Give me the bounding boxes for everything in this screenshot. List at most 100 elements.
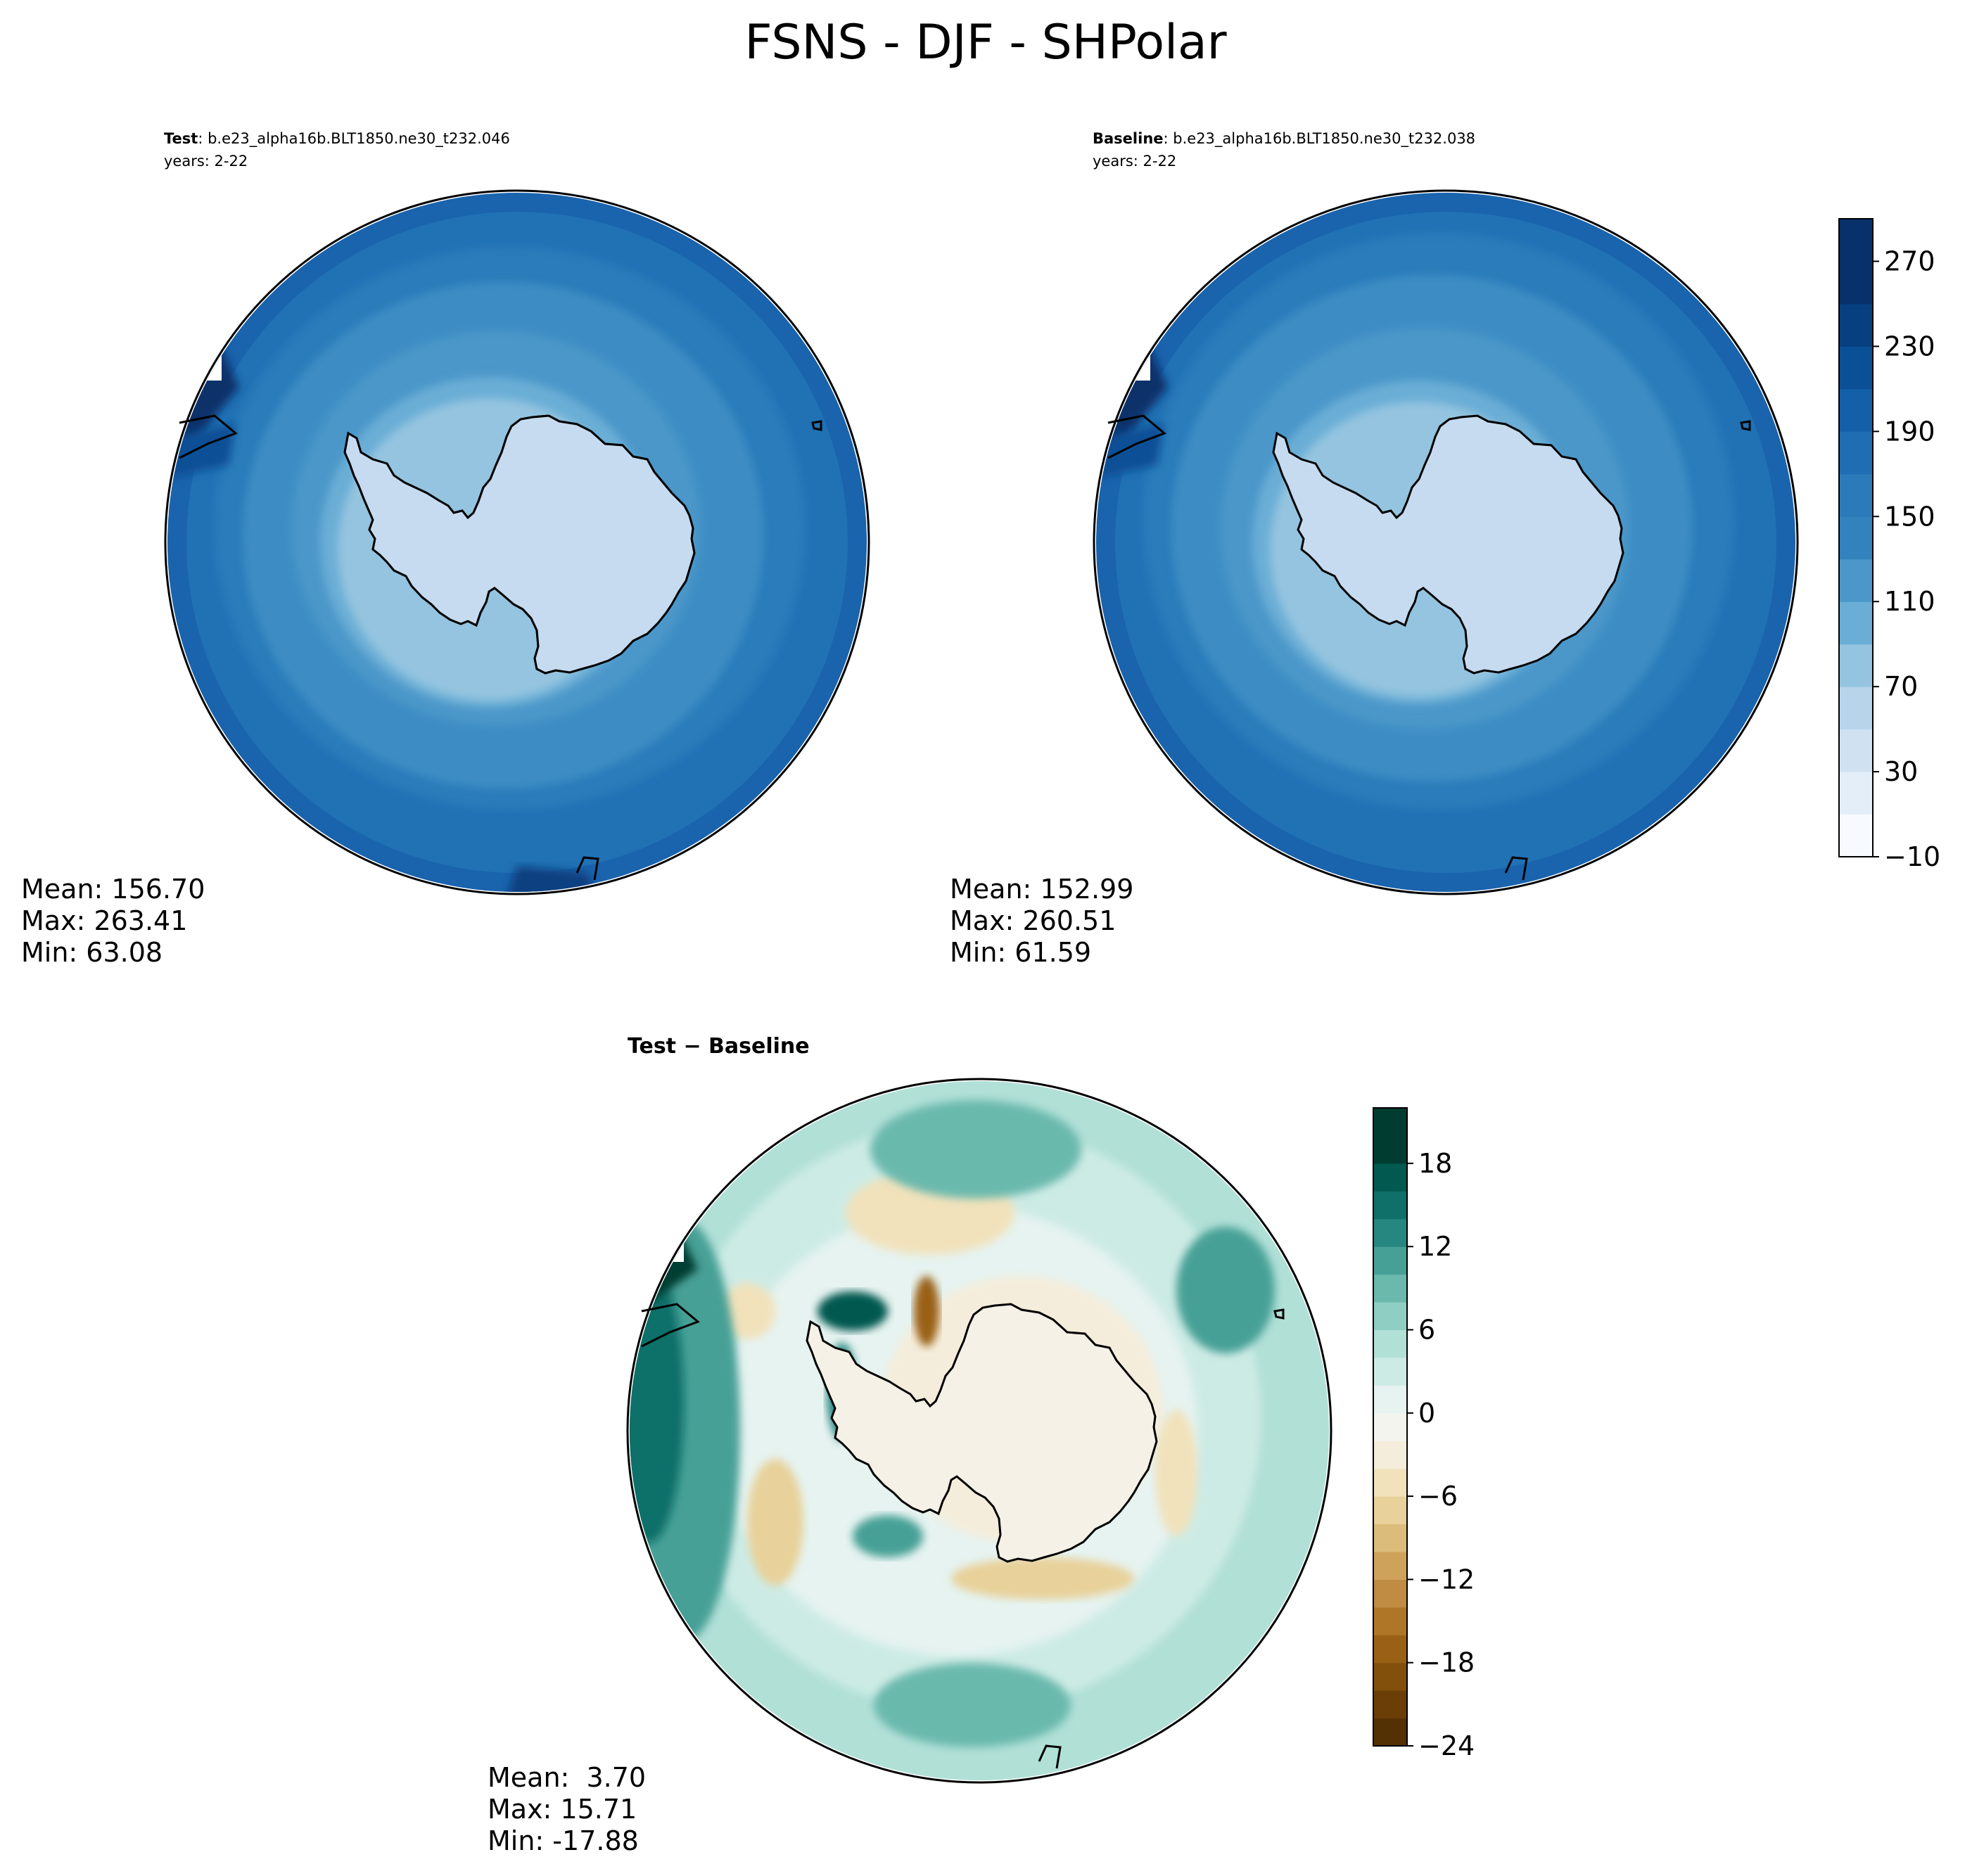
south-america-coast <box>1107 414 1166 459</box>
colorbar-segment <box>1839 346 1873 390</box>
panel-baseline-mean: Mean: 152.99 <box>950 874 1133 905</box>
colorbar-segment <box>1839 516 1873 560</box>
colorbar-segment <box>1839 431 1873 475</box>
island-coast <box>1273 1308 1285 1320</box>
island-coast <box>811 420 822 431</box>
antarctica-coast <box>343 414 696 675</box>
panel-test-map <box>164 189 870 895</box>
colorbar-segment <box>1839 772 1873 815</box>
colorbar-segment <box>1839 388 1873 432</box>
panel-baseline-max: Max: 260.51 <box>950 905 1116 936</box>
colorbar-tick-label: 150 <box>1884 501 1935 532</box>
colorbar-segment <box>1839 473 1873 517</box>
colorbar-segment <box>1373 1163 1407 1192</box>
colorbar-segment <box>1373 1246 1407 1275</box>
map-boundary <box>164 189 870 895</box>
south-america-coast <box>641 1303 700 1348</box>
panel-baseline-min: Min: 61.59 <box>950 937 1091 968</box>
figure-title: FSNS - DJF - SHPolar <box>744 15 1226 70</box>
colorbar-frame <box>1373 1107 1408 1747</box>
colorbar-tick-label: 12 <box>1418 1231 1452 1262</box>
colorbar-segment <box>1373 1302 1407 1330</box>
colorbar-segment <box>1373 1441 1407 1469</box>
oceania-coast <box>575 856 599 881</box>
oceania-coast <box>1038 1744 1062 1769</box>
colorbar-tick-label: −12 <box>1418 1564 1475 1595</box>
panel-test-title-rest: : b.e23_alpha16b.BLT1850.ne30_t232.046 <box>198 130 510 148</box>
colorbar-segment <box>1839 644 1873 687</box>
panel-diff-title-bold: Test − Baseline <box>628 1034 810 1059</box>
colorbar-segment <box>1839 303 1873 347</box>
colorbar-segment <box>1373 1690 1407 1719</box>
panel-diff: Test − Baseline <box>488 1034 1332 1856</box>
colorbar-segment <box>1373 1551 1407 1580</box>
colorbar-segment <box>1839 219 1873 262</box>
panel-baseline-title-rest: : b.e23_alpha16b.BLT1850.ne30_t232.038 <box>1164 130 1476 148</box>
colorbar-segment <box>1373 1274 1407 1303</box>
colorbar-tick-label: 30 <box>1884 756 1918 787</box>
colorbar-segment <box>1373 1662 1407 1691</box>
colorbar-segment <box>1839 814 1873 857</box>
colorbar-segment <box>1839 687 1873 730</box>
colorbar-tick-label: −10 <box>1884 841 1940 872</box>
colorbar-tick-label: 230 <box>1884 331 1935 362</box>
antarctica-coast <box>806 1303 1158 1563</box>
colorbar-segment <box>1373 1191 1407 1220</box>
colorbar-segment <box>1373 1579 1407 1608</box>
colorbar-segment <box>1373 1496 1407 1525</box>
panel-test: Test: b.e23_alpha16b.BLT1850.ne30_t232.0… <box>21 130 870 968</box>
colorbar-tick-label: 70 <box>1884 671 1918 702</box>
panel-baseline-title-bold: Baseline <box>1093 130 1164 147</box>
colorbar-tick-label: −24 <box>1418 1730 1475 1761</box>
panel-baseline-map <box>1093 189 1799 895</box>
colorbar-segment <box>1373 1218 1407 1247</box>
colorbar-tick-label: 6 <box>1418 1314 1435 1345</box>
panel-test-min: Min: 63.08 <box>21 937 163 968</box>
oceania-coast <box>1504 856 1528 881</box>
colorbar-frame <box>1838 218 1874 857</box>
colorbar-segment <box>1373 1329 1407 1358</box>
colorbar-tick-label: −18 <box>1418 1647 1475 1678</box>
panel-baseline-subtitle: years: 2-22 <box>1093 153 1176 170</box>
colorbar-segment <box>1373 1385 1407 1414</box>
colorbar-tick-label: 18 <box>1418 1148 1452 1179</box>
colorbar-tick-label: 190 <box>1884 416 1935 447</box>
panel-diff-max: Max: 15.71 <box>488 1794 637 1825</box>
colorbar-tick-label: 270 <box>1884 245 1935 276</box>
colorbar-tick-label: 0 <box>1418 1398 1435 1429</box>
colorbar-segment <box>1373 1108 1407 1136</box>
colorbar-segment <box>1373 1468 1407 1497</box>
colorbar-segment <box>1373 1412 1407 1441</box>
panel-baseline-title: Baseline: b.e23_alpha16b.BLT1850.ne30_t2… <box>1093 130 1475 148</box>
colorbar-segment <box>1839 729 1873 772</box>
colorbar-segment <box>1373 1607 1407 1635</box>
panel-diff-map <box>626 1078 1332 1784</box>
map-boundary <box>626 1078 1332 1784</box>
colorbar-segment <box>1373 1135 1407 1164</box>
colorbar-segment <box>1839 601 1873 645</box>
map-boundary <box>1093 189 1799 895</box>
antarctica-coast <box>1272 414 1624 675</box>
panel-test-title: Test: b.e23_alpha16b.BLT1850.ne30_t232.0… <box>164 130 510 148</box>
island-coast <box>1740 420 1751 431</box>
colorbar-tick-label: −6 <box>1418 1481 1458 1512</box>
colorbar-main: −10 30 70 110 150 190 230 270 <box>1838 218 1940 872</box>
panel-test-mean: Mean: 156.70 <box>21 874 205 905</box>
panel-diff-title: Test − Baseline <box>628 1034 810 1059</box>
colorbar-segment <box>1373 1357 1407 1386</box>
panel-test-subtitle: years: 2-22 <box>164 153 248 170</box>
colorbar-diff: −24 −18 −12 −6 0 6 12 18 <box>1373 1107 1475 1761</box>
colorbar-segment <box>1373 1524 1407 1552</box>
colorbar-segment <box>1839 559 1873 602</box>
panel-test-title-bold: Test <box>164 130 198 147</box>
panel-baseline: Baseline: b.e23_alpha16b.BLT1850.ne30_t2… <box>950 130 1799 968</box>
panel-test-max: Max: 263.41 <box>21 905 187 936</box>
panel-diff-mean: Mean: 3.70 <box>488 1762 646 1793</box>
colorbar-segment <box>1839 261 1873 305</box>
colorbar-segment <box>1373 1635 1407 1664</box>
panel-diff-min: Min: -17.88 <box>488 1825 639 1856</box>
colorbar-segment <box>1373 1718 1407 1747</box>
colorbar-tick-label: 110 <box>1884 586 1935 617</box>
south-america-coast <box>179 414 238 459</box>
